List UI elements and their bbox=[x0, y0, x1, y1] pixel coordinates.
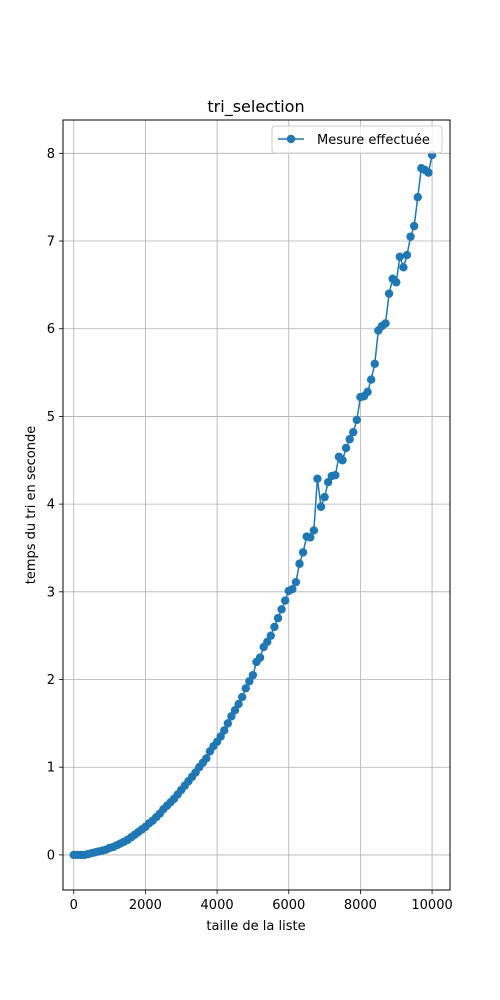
data-point bbox=[216, 732, 225, 741]
data-point bbox=[266, 631, 276, 640]
data-point bbox=[363, 387, 372, 397]
y-tick-label: 4 bbox=[47, 498, 55, 513]
data-point bbox=[223, 719, 233, 728]
data-point bbox=[341, 443, 351, 453]
data-point bbox=[248, 670, 258, 680]
y-axis-title: temps du tri en seconde bbox=[24, 426, 39, 584]
data-point bbox=[320, 492, 329, 502]
data-point bbox=[399, 263, 408, 272]
y-tick-label: 1 bbox=[47, 761, 55, 776]
data-point bbox=[370, 359, 379, 368]
legend-label: Mesure effectuée bbox=[317, 133, 430, 148]
data-point bbox=[202, 754, 211, 763]
data-point bbox=[381, 319, 390, 328]
data-point bbox=[406, 232, 415, 241]
x-tick-label: 0 bbox=[70, 898, 78, 913]
data-point bbox=[352, 415, 362, 425]
data-point bbox=[384, 289, 394, 298]
data-point bbox=[313, 474, 322, 483]
data-point bbox=[392, 278, 401, 287]
data-point bbox=[349, 428, 358, 437]
data-point bbox=[306, 533, 315, 542]
x-tick-label: 10000 bbox=[411, 898, 452, 913]
grid bbox=[63, 120, 450, 890]
data-point bbox=[338, 456, 347, 465]
legend-marker-swatch bbox=[286, 134, 296, 144]
y-tick-label: 6 bbox=[47, 322, 55, 337]
data-point bbox=[288, 584, 297, 594]
plot-series bbox=[69, 150, 437, 860]
x-tick-label: 2000 bbox=[129, 898, 162, 913]
x-tick-label: 6000 bbox=[272, 898, 305, 913]
data-point bbox=[413, 192, 422, 202]
legend: Mesure effectuée bbox=[271, 125, 443, 154]
data-point bbox=[295, 559, 304, 568]
data-point bbox=[255, 653, 265, 662]
x-axis-title: taille de la liste bbox=[206, 919, 305, 934]
data-point bbox=[241, 684, 250, 693]
x-tick-label: 4000 bbox=[201, 898, 234, 913]
data-point bbox=[402, 250, 412, 260]
data-point bbox=[395, 252, 405, 262]
x-tick-label: 8000 bbox=[344, 898, 377, 913]
axis-ticks: 0 2000 4000 6000 8000 10000 0 1 2 3 4 5 6 7 8 bbox=[47, 147, 453, 913]
data-point bbox=[273, 613, 283, 623]
data-point bbox=[316, 502, 326, 511]
data-point bbox=[323, 478, 333, 487]
data-point bbox=[270, 622, 279, 632]
data-point bbox=[345, 435, 354, 444]
y-tick-label: 7 bbox=[47, 235, 55, 250]
y-tick-label: 3 bbox=[47, 585, 55, 600]
data-point bbox=[291, 577, 301, 587]
data-point bbox=[263, 637, 272, 647]
data-point bbox=[277, 605, 286, 614]
plot-frame bbox=[62, 119, 451, 891]
y-tick-label: 0 bbox=[47, 848, 55, 863]
data-point bbox=[366, 375, 376, 384]
y-tick-label: 2 bbox=[47, 673, 55, 688]
legend-box bbox=[271, 125, 443, 154]
data-point bbox=[409, 221, 419, 231]
y-tick-label: 8 bbox=[47, 147, 55, 162]
data-point bbox=[424, 168, 433, 177]
data-point bbox=[331, 470, 340, 480]
data-point bbox=[280, 596, 290, 605]
data-point bbox=[234, 699, 243, 709]
data-point bbox=[220, 726, 229, 735]
data-point bbox=[298, 548, 308, 557]
y-tick-label: 5 bbox=[47, 410, 55, 425]
data-point bbox=[237, 692, 247, 702]
data-point bbox=[245, 677, 254, 686]
data-point bbox=[309, 526, 319, 535]
data-point bbox=[227, 712, 236, 721]
chart-title: tri_selection bbox=[207, 97, 304, 117]
data-point bbox=[230, 706, 240, 715]
